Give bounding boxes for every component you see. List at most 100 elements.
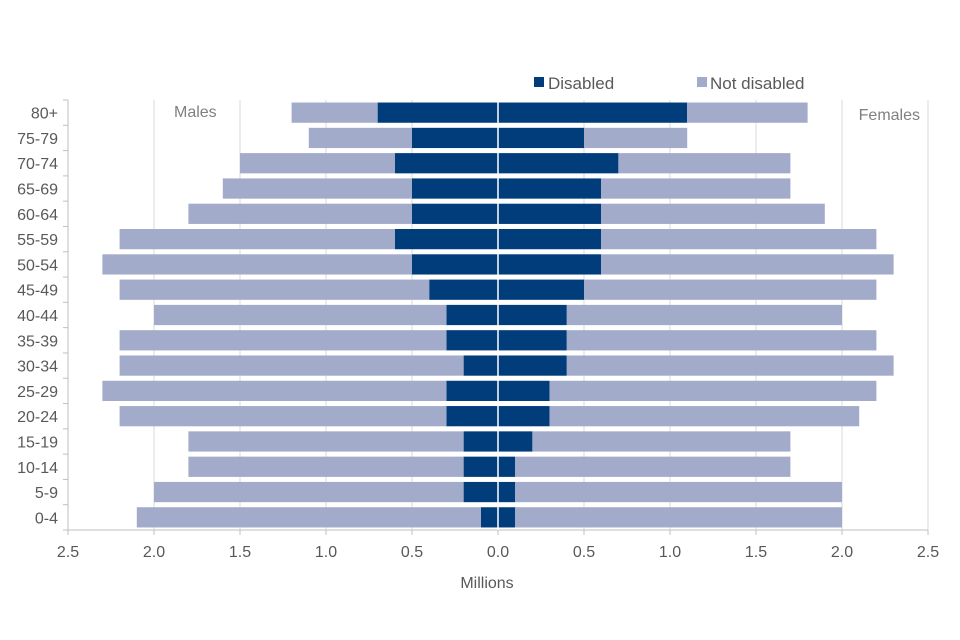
bar-male-disabled (463, 456, 498, 477)
bar-female-not-disabled (566, 304, 842, 326)
bar-male-not-disabled (119, 229, 395, 250)
y-tick-label: 25-29 (17, 384, 58, 401)
bar-female-not-disabled (584, 279, 877, 300)
bar-female-disabled (498, 431, 533, 452)
bar-female-disabled (498, 102, 688, 123)
bar-male-not-disabled (102, 254, 413, 275)
bar-female-disabled (498, 279, 584, 300)
bar-male-not-disabled (188, 203, 412, 224)
x-axis-title: Millions (460, 575, 513, 592)
bar-male-disabled (394, 153, 498, 174)
y-tick-label: 15-19 (17, 434, 58, 451)
bar-female-disabled (498, 507, 516, 528)
bar-female-not-disabled (566, 330, 877, 351)
y-tick-label: 40-44 (17, 308, 58, 325)
bar-female-not-disabled (601, 229, 877, 250)
bar-female-not-disabled (566, 355, 894, 376)
axes (63, 99, 929, 535)
bar-male-disabled (446, 406, 498, 427)
bar-female-disabled (498, 203, 602, 224)
bar-male-not-disabled (308, 127, 412, 149)
bar-male-not-disabled (119, 355, 464, 376)
bar-male-not-disabled (136, 507, 481, 528)
x-tick-label: 2.0 (831, 544, 853, 561)
y-tick-label: 65-69 (17, 182, 58, 199)
bar-female-disabled (498, 456, 516, 477)
bar-male-disabled (412, 254, 498, 275)
bar-male-disabled (446, 330, 498, 351)
bar-female-disabled (498, 153, 619, 174)
x-tick-label: 0.0 (487, 544, 509, 561)
bar-male-not-disabled (154, 304, 447, 326)
bar-male-disabled (394, 229, 498, 250)
legend-swatch-not-disabled (697, 77, 707, 87)
y-tick-label: 60-64 (17, 207, 58, 224)
bar-female-not-disabled (549, 380, 877, 401)
bar-male-not-disabled (119, 406, 447, 427)
bar-male-disabled (412, 127, 498, 149)
y-tick-label: 5-9 (35, 485, 58, 502)
bar-female-disabled (498, 229, 602, 250)
y-tick-label: 20-24 (17, 409, 58, 426)
bar-male-disabled (463, 481, 498, 503)
bar-male-disabled (463, 431, 498, 452)
legend-swatch-disabled (534, 77, 544, 87)
bars (102, 102, 894, 528)
y-tick-label: 10-14 (17, 460, 58, 477)
y-tick-label: 75-79 (17, 131, 58, 148)
bar-male-not-disabled (119, 330, 447, 351)
y-tick-label: 70-74 (17, 156, 58, 173)
males-side-label: Males (174, 104, 217, 121)
bar-female-not-disabled (532, 431, 791, 452)
y-tick-label: 0-4 (35, 510, 58, 527)
legend: Disabled Not disabled (534, 74, 805, 93)
bar-female-not-disabled (584, 127, 688, 149)
bar-female-not-disabled (687, 102, 808, 123)
bar-male-disabled (480, 507, 498, 528)
x-tick-label: 2.5 (57, 544, 79, 561)
bar-male-not-disabled (222, 178, 412, 199)
bar-female-not-disabled (601, 254, 894, 275)
females-side-label: Females (859, 107, 920, 124)
x-tick-label: 2.0 (143, 544, 165, 561)
bar-female-disabled (498, 178, 602, 199)
legend-label-disabled: Disabled (548, 74, 614, 93)
bar-male-disabled (446, 380, 498, 401)
bar-female-disabled (498, 406, 550, 427)
bar-female-not-disabled (549, 406, 860, 427)
bar-female-disabled (498, 254, 602, 275)
x-tick-label: 2.5 (917, 544, 939, 561)
x-tick-label: 0.5 (573, 544, 595, 561)
x-tick-label: 1.5 (745, 544, 767, 561)
bar-male-disabled (463, 355, 498, 376)
bar-male-not-disabled (291, 102, 378, 123)
bar-female-not-disabled (601, 203, 825, 224)
y-tick-label: 30-34 (17, 359, 58, 376)
bar-female-disabled (498, 127, 584, 149)
bar-male-not-disabled (188, 431, 464, 452)
bar-female-disabled (498, 481, 516, 503)
x-tick-label: 1.0 (659, 544, 681, 561)
bar-male-disabled (412, 178, 498, 199)
y-tick-label: 80+ (31, 106, 58, 123)
bar-male-not-disabled (119, 279, 430, 300)
x-tick-label: 1.5 (229, 544, 251, 561)
bar-male-disabled (377, 102, 498, 123)
bar-female-not-disabled (618, 153, 791, 174)
bar-female-not-disabled (515, 456, 791, 477)
bar-female-not-disabled (515, 507, 842, 528)
y-tick-label: 50-54 (17, 257, 58, 274)
y-tick-labels: 80+ 75-79 70-74 65-69 60-64 55-59 50-54 45-49 40… (17, 106, 58, 528)
bar-male-disabled (446, 304, 498, 326)
bar-male-not-disabled (102, 380, 447, 401)
bar-female-disabled (498, 355, 567, 376)
bar-male-not-disabled (240, 153, 395, 174)
bar-female-disabled (498, 330, 567, 351)
bar-male-disabled (412, 203, 498, 224)
bar-female-not-disabled (515, 481, 842, 503)
bar-male-disabled (429, 279, 498, 300)
legend-label-not-disabled: Not disabled (710, 74, 805, 93)
bar-female-disabled (498, 304, 567, 326)
bar-female-disabled (498, 380, 550, 401)
